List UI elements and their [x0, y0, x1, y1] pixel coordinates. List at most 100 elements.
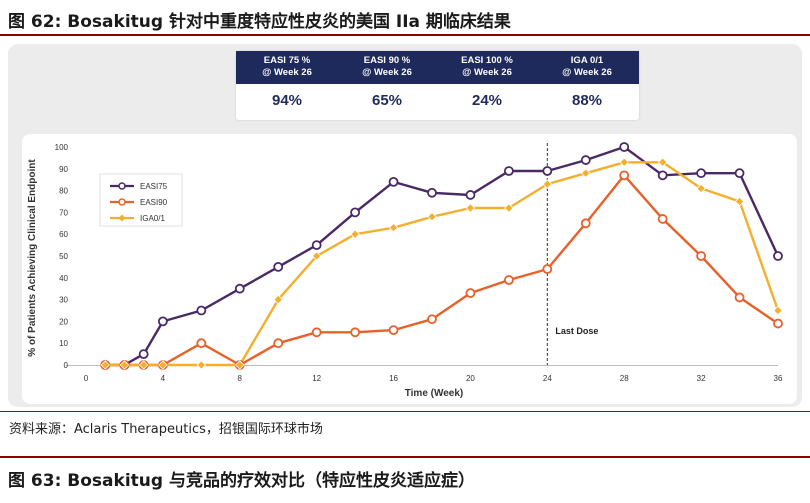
data-point: [773, 251, 783, 261]
legend-label: EASI90: [140, 198, 168, 207]
stat-header-line1: EASI 100 %: [461, 55, 513, 66]
title-rule: [0, 34, 810, 36]
stat-header: IGA 0/1 @ Week 26: [537, 55, 637, 79]
y-tick-label: 30: [59, 296, 68, 305]
stat-value: 65%: [371, 92, 403, 109]
legend-swatch-marker: [118, 182, 126, 190]
data-point: [350, 207, 361, 218]
figure-title: 图 62: Bosakitug 针对中重度特应性皮炎的美国 IIa 期临床结果: [8, 12, 511, 32]
data-point: [158, 360, 168, 370]
data-point: [235, 360, 245, 370]
data-point: [427, 187, 437, 198]
data-point: [657, 214, 668, 224]
series-line-iga01: [105, 161, 780, 367]
data-point: [542, 264, 553, 274]
data-point: [273, 261, 284, 272]
stat-value: 24%: [471, 92, 503, 109]
data-point: [504, 203, 514, 213]
y-tick-label: 10: [59, 339, 68, 348]
data-point: [503, 275, 514, 285]
x-tick-label: 0: [84, 374, 89, 383]
data-point: [696, 168, 707, 179]
data-point: [465, 190, 476, 200]
data-point: [234, 283, 245, 294]
data-point: [273, 294, 283, 305]
x-tick-label: 16: [389, 374, 398, 383]
data-point: [465, 203, 476, 213]
stat-header-line1: EASI 75 %: [263, 55, 311, 66]
chart-marks: [100, 142, 783, 370]
data-point: [350, 327, 361, 338]
y-tick-label: 100: [55, 143, 69, 152]
stat-header: EASI 90 % @ Week 26: [337, 55, 437, 79]
data-point: [696, 183, 706, 194]
legend-swatch-marker: [118, 214, 126, 222]
source-note: 资料来源：Aclaris Therapeutics，招银国际环球市场: [9, 422, 323, 437]
legend-label: IGA0/1: [140, 214, 165, 223]
series-line-easi90: [105, 174, 779, 367]
data-point: [388, 222, 399, 233]
data-point: [196, 305, 207, 316]
data-point: [100, 360, 110, 370]
stat-header-line2: @ Week 26: [462, 67, 512, 78]
stat-header-line1: EASI 90 %: [363, 55, 411, 66]
x-tick-label: 8: [238, 374, 243, 383]
stat-easi75: EASI 75 % @ Week 26 94%: [237, 51, 337, 120]
x-tick-label: 36: [774, 374, 783, 383]
data-point: [157, 316, 168, 327]
data-point: [619, 157, 629, 168]
stat-header-line1: IGA 0/1: [570, 55, 604, 66]
stat-value: 94%: [271, 92, 303, 109]
data-point: [119, 360, 130, 370]
x-tick-label: 28: [620, 374, 629, 383]
data-point: [138, 349, 149, 360]
data-point: [657, 157, 668, 168]
data-point: [388, 325, 399, 336]
data-point: [311, 327, 322, 338]
legend-label: EASI75: [140, 182, 168, 191]
stat-easi100: EASI 100 % @ Week 26 24%: [437, 51, 537, 120]
y-tick-label: 40: [59, 274, 68, 283]
data-point: [580, 218, 591, 229]
y-tick-label: 60: [59, 230, 68, 239]
data-point: [542, 166, 553, 176]
data-point: [196, 360, 207, 370]
legend-swatch-marker: [118, 198, 126, 206]
data-point: [657, 170, 668, 181]
data-point: [273, 338, 284, 349]
data-point: [773, 305, 783, 316]
data-point: [196, 338, 207, 349]
stat-header-line2: @ Week 26: [362, 67, 412, 78]
data-point: [311, 240, 322, 251]
data-point: [138, 360, 149, 370]
y-tick-label: 0: [64, 361, 69, 370]
data-point: [580, 155, 591, 165]
y-tick-label: 20: [59, 317, 68, 326]
y-tick-label: 80: [59, 187, 68, 196]
y-tick-label: 70: [59, 208, 68, 217]
next-title-rule: [0, 456, 810, 458]
stats-header-band: [236, 51, 639, 84]
y-tick-label: 90: [59, 165, 68, 174]
chart-legend: EASI75 EASI90 IGA0/1: [99, 173, 183, 227]
data-point: [427, 211, 437, 222]
last-dose-label: Last Dose: [555, 326, 598, 336]
y-axis-label: % of Patients Achieving Clinical Endpoin…: [27, 159, 38, 357]
data-point: [773, 318, 783, 329]
source-rule: [0, 411, 810, 412]
stat-header: EASI 100 % @ Week 26: [437, 55, 537, 79]
stat-header-line2: @ Week 26: [562, 67, 612, 78]
data-point: [696, 251, 707, 261]
data-point: [734, 196, 745, 207]
x-tick-label: 4: [161, 374, 166, 383]
data-point: [619, 142, 630, 152]
next-figure-title: 图 63: Bosakitug 与竞品的疗效对比（特应性皮炎适应症）: [8, 471, 475, 491]
data-point: [311, 251, 322, 261]
stat-iga01: IGA 0/1 @ Week 26 88%: [537, 51, 637, 120]
x-tick-label: 32: [697, 374, 706, 383]
data-point: [619, 170, 630, 181]
x-tick-label: 24: [543, 374, 552, 383]
stat-easi90: EASI 90 % @ Week 26 65%: [337, 51, 437, 120]
x-tick-label: 20: [466, 374, 475, 383]
